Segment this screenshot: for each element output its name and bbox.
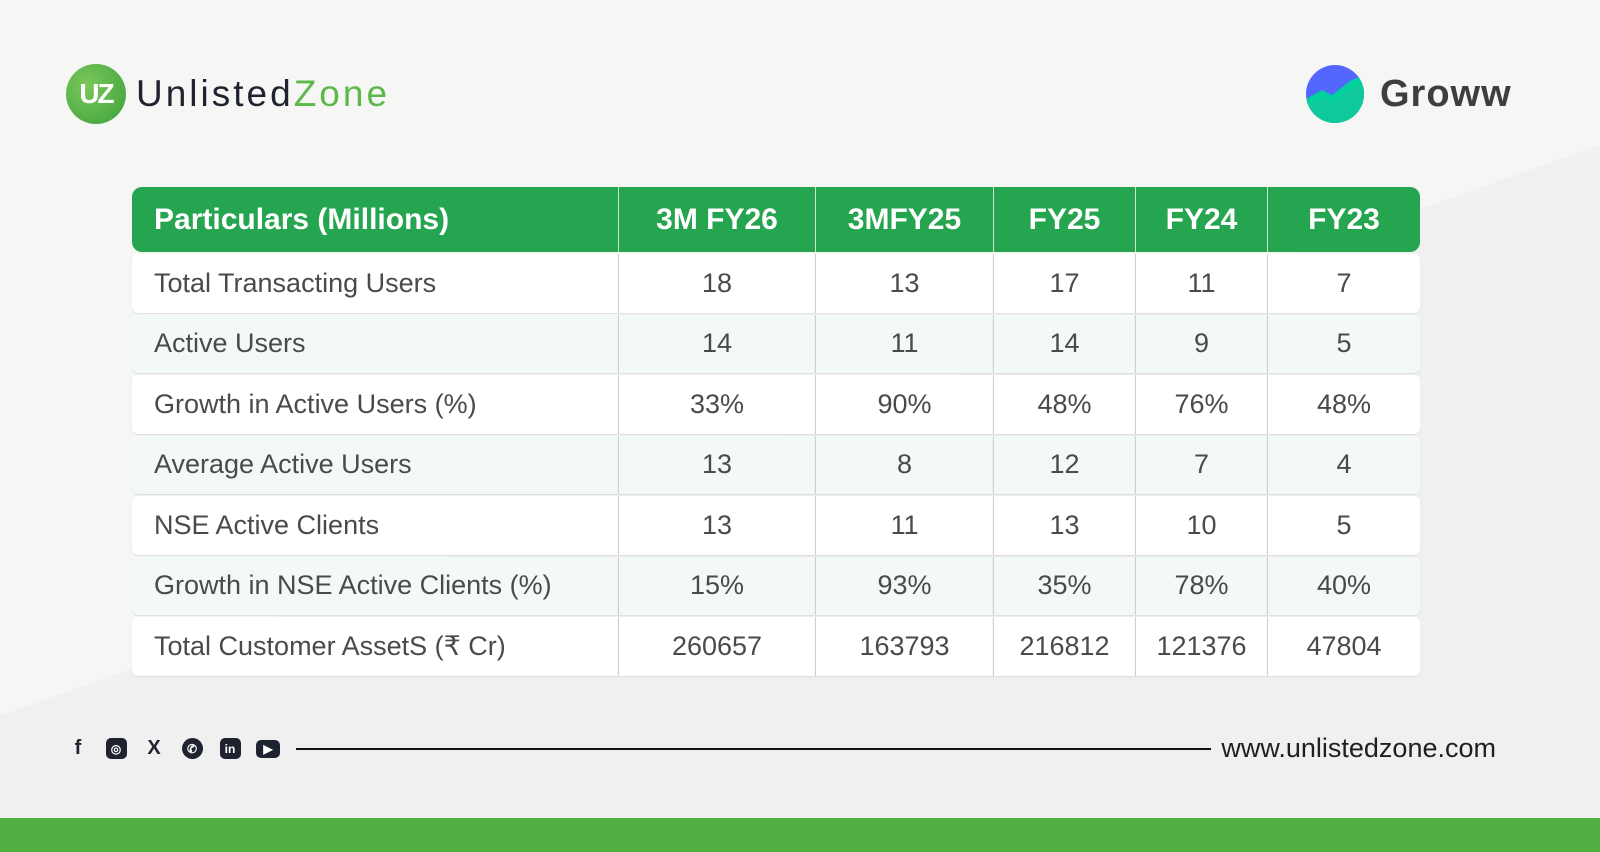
table-row: Total Customer AssetS (₹ Cr) 260657 163793… — [132, 617, 1420, 676]
table-cell: 40% — [1267, 556, 1420, 615]
table-cell: 15% — [618, 556, 815, 615]
table-row: NSE Active Clients 13 11 13 10 5 — [132, 496, 1420, 555]
table-cell: 12 — [993, 435, 1135, 494]
unlistedzone-logo: UZ UnlistedZone — [66, 64, 390, 124]
uz-name-a: Unlisted — [136, 73, 294, 114]
table-cell: 216812 — [993, 617, 1135, 676]
table-cell: 78% — [1135, 556, 1267, 615]
table-cell: 7 — [1267, 254, 1420, 313]
uz-name-b: Zone — [293, 73, 391, 114]
table-cell: 11 — [815, 496, 993, 555]
uz-logo-mark: UZ — [66, 64, 126, 124]
row-label: Total Transacting Users — [132, 254, 618, 313]
divider — [296, 747, 1212, 750]
column-header: FY24 — [1135, 187, 1267, 252]
column-header: FY25 — [993, 187, 1135, 252]
table-cell: 13 — [993, 496, 1135, 555]
row-label: Growth in Active Users (%) — [132, 375, 618, 434]
table-cell: 5 — [1267, 314, 1420, 373]
table-row: Active Users 14 11 14 9 5 — [132, 314, 1420, 373]
table-cell: 13 — [815, 254, 993, 313]
table-cell: 48% — [993, 375, 1135, 434]
table-cell: 76% — [1135, 375, 1267, 434]
table-cell: 11 — [815, 314, 993, 373]
column-header: FY23 — [1267, 187, 1420, 252]
youtube-icon[interactable]: ▶ — [256, 737, 280, 761]
facebook-icon[interactable]: f — [74, 737, 82, 759]
table-cell: 13 — [618, 435, 815, 494]
table-cell: 8 — [815, 435, 993, 494]
table-cell: 163793 — [815, 617, 993, 676]
instagram-icon[interactable]: ◎ — [104, 737, 128, 761]
table-cell: 90% — [815, 375, 993, 434]
table-cell: 260657 — [618, 617, 815, 676]
row-label: NSE Active Clients — [132, 496, 618, 555]
table-cell: 14 — [618, 314, 815, 373]
table-cell: 11 — [1135, 254, 1267, 313]
linkedin-icon[interactable]: in — [218, 737, 242, 761]
table-cell: 4 — [1267, 435, 1420, 494]
table-cell: 9 — [1135, 314, 1267, 373]
row-label: Average Active Users — [132, 435, 618, 494]
website-link[interactable]: www.unlistedzone.com — [1221, 733, 1496, 763]
table-cell: 47804 — [1267, 617, 1420, 676]
table-cell: 7 — [1135, 435, 1267, 494]
table-row: Average Active Users 13 8 12 7 4 — [132, 435, 1420, 494]
table-row: Growth in NSE Active Clients (%) 15% 93% 35… — [132, 556, 1420, 615]
table-cell: 121376 — [1135, 617, 1267, 676]
groww-logo: Groww — [1306, 65, 1512, 123]
table-cell: 13 — [618, 496, 815, 555]
groww-logo-icon — [1306, 65, 1364, 123]
footer: f ◎ X ✆ in ▶ www.unlistedzone.com — [66, 733, 1496, 764]
table-cell: 33% — [618, 375, 815, 434]
table-cell: 17 — [993, 254, 1135, 313]
table-cell: 35% — [993, 556, 1135, 615]
table-cell: 10 — [1135, 496, 1267, 555]
x-icon[interactable]: X — [147, 737, 161, 759]
table-row: Total Transacting Users 18 13 17 11 7 — [132, 254, 1420, 313]
table-row: Growth in Active Users (%) 33% 90% 48% 76% 48… — [132, 375, 1420, 434]
uz-logo-text: UnlistedZone — [136, 73, 390, 115]
groww-logo-text: Groww — [1380, 72, 1512, 115]
metrics-table: Particulars (Millions) 3M FY26 3MFY25 FY25 F… — [132, 185, 1420, 678]
column-header: Particulars (Millions) — [132, 187, 618, 252]
bottom-bar — [0, 818, 1600, 852]
table-header: Particulars (Millions) 3M FY26 3MFY25 FY25 F… — [132, 187, 1420, 252]
table-cell: 5 — [1267, 496, 1420, 555]
table-cell: 93% — [815, 556, 993, 615]
column-header: 3M FY26 — [618, 187, 815, 252]
row-label: Total Customer AssetS (₹ Cr) — [132, 617, 618, 676]
table-cell: 48% — [1267, 375, 1420, 434]
table-cell: 18 — [618, 254, 815, 313]
whatsapp-icon[interactable]: ✆ — [180, 737, 204, 761]
row-label: Growth in NSE Active Clients (%) — [132, 556, 618, 615]
row-label: Active Users — [132, 314, 618, 373]
column-header: 3MFY25 — [815, 187, 993, 252]
table-cell: 14 — [993, 314, 1135, 373]
